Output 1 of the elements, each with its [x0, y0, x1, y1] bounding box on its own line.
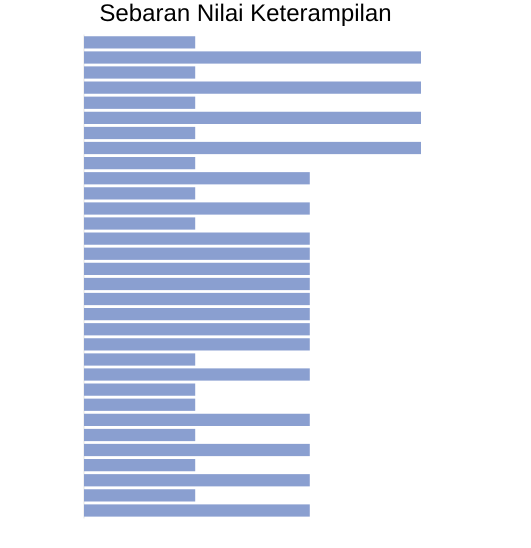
- chart-title: Sebaran Nilai Keterampilan: [99, 0, 392, 28]
